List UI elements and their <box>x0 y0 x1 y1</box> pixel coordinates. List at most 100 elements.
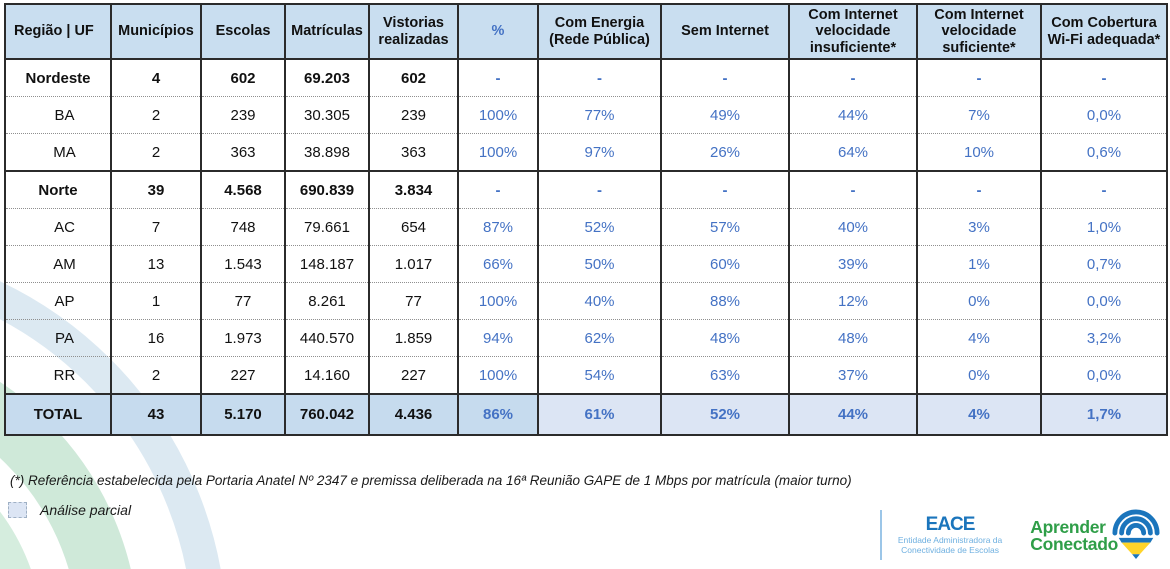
aprender-logo-line1: Aprender <box>1030 517 1106 537</box>
table-cell: - <box>537 58 662 97</box>
table-header: Região | UF Municípios Escolas Matrículas Vi… <box>4 3 1168 60</box>
table-cell: 100% <box>457 282 539 320</box>
table-row-MA: MA 2 363 38.898 363 100% 97% 26% 64% 10% 0,6% <box>4 133 1168 171</box>
table-cell: 5.170 <box>200 393 286 435</box>
eace-logo: EACE Entidade Administradora da Conectiv… <box>879 510 1003 560</box>
table-cell: 100% <box>457 96 539 134</box>
partial-analysis-legend: Análise parcial <box>8 502 131 518</box>
row-label: PA <box>4 319 112 357</box>
column-header-10: Com Internet velocidade suficiente* <box>916 3 1042 60</box>
total-row: TOTAL 43 5.170 760.042 4.436 86% 61% 52% 44% 4% 1,… <box>4 393 1168 435</box>
table-cell: 38.898 <box>284 133 370 171</box>
table-cell: 239 <box>368 96 459 134</box>
table-cell: 0% <box>916 282 1042 320</box>
partial-analysis-swatch <box>8 502 27 518</box>
table-cell: 44% <box>788 393 918 435</box>
table-cell: 57% <box>660 208 790 246</box>
table-cell: 1.973 <box>200 319 286 357</box>
table-cell: 0,0% <box>1040 96 1168 134</box>
table-cell: 48% <box>660 319 790 357</box>
column-header-2: Municípios <box>110 3 202 60</box>
row-label: Norte <box>4 170 112 209</box>
table-cell: 100% <box>457 133 539 171</box>
column-header-5: Vistorias realizadas <box>368 3 459 60</box>
aprender-conectado-logo: Aprender Conectado <box>1030 507 1160 563</box>
table-cell: 48% <box>788 319 918 357</box>
table-cell: 26% <box>660 133 790 171</box>
table-cell: 2 <box>110 356 202 394</box>
table-cell: 97% <box>537 133 662 171</box>
column-header-9: Com Internet velocidade insuficiente* <box>788 3 918 60</box>
eace-tagline-line1: Entidade Administradora da <box>897 534 1003 545</box>
table-cell: 4.568 <box>200 170 286 209</box>
table-cell: 0,7% <box>1040 245 1168 283</box>
row-label: AM <box>4 245 112 283</box>
table-cell: 1,7% <box>1040 393 1168 435</box>
table-cell: - <box>660 170 790 209</box>
table-cell: 61% <box>537 393 662 435</box>
table-cell: 77 <box>200 282 286 320</box>
table-cell: 40% <box>537 282 662 320</box>
table-cell: 2 <box>110 96 202 134</box>
table-cell: - <box>457 170 539 209</box>
column-header-1: Região | UF <box>4 3 112 60</box>
aprender-logo-line2: Conectado <box>1030 533 1118 554</box>
table-cell: 602 <box>200 58 286 97</box>
table-cell: 40% <box>788 208 918 246</box>
row-label: AC <box>4 208 112 246</box>
table-cell: 13 <box>110 245 202 283</box>
footnote: (*) Referência estabelecida pela Portari… <box>10 473 852 488</box>
table-cell: - <box>1040 58 1168 97</box>
table-cell: 363 <box>200 133 286 171</box>
table-row-AC: AC 7 748 79.661 654 87% 52% 57% 40% 3% 1,0% <box>4 208 1168 246</box>
table-cell: 10% <box>916 133 1042 171</box>
column-header-4: Matrículas <box>284 3 370 60</box>
table-row-PA: PA 16 1.973 440.570 1.859 94% 62% 48% 48% 4% 3,2% <box>4 319 1168 357</box>
table-cell: 77 <box>368 282 459 320</box>
table-cell: 3,2% <box>1040 319 1168 357</box>
eace-logo-name: EACE <box>925 513 976 535</box>
table-cell: 4.436 <box>368 393 459 435</box>
table-cell: 100% <box>457 356 539 394</box>
table-cell: 8.261 <box>284 282 370 320</box>
table-cell: 7 <box>110 208 202 246</box>
table-cell: 0,6% <box>1040 133 1168 171</box>
table-cell: 0,0% <box>1040 282 1168 320</box>
table-cell: 4% <box>916 393 1042 435</box>
wifi-pencil-icon <box>1112 509 1160 559</box>
table-cell: 50% <box>537 245 662 283</box>
table-cell: 49% <box>660 96 790 134</box>
table-cell: 2 <box>110 133 202 171</box>
table-row-RR: RR 2 227 14.160 227 100% 54% 63% 37% 0% 0,0% <box>4 356 1168 394</box>
row-label: AP <box>4 282 112 320</box>
table-cell: 1,0% <box>1040 208 1168 246</box>
table-cell: 77% <box>537 96 662 134</box>
table-cell: 4 <box>110 58 202 97</box>
table-cell: 52% <box>660 393 790 435</box>
row-label: TOTAL <box>4 393 112 435</box>
table-row-AM: AM 13 1.543 148.187 1.017 66% 50% 60% 39% 1% 0,7% <box>4 245 1168 283</box>
table-cell: 3% <box>916 208 1042 246</box>
table-cell: - <box>788 58 918 97</box>
table-cell: 14.160 <box>284 356 370 394</box>
table-cell: 79.661 <box>284 208 370 246</box>
table-row-AP: AP 1 77 8.261 77 100% 40% 88% 12% 0% 0,0% <box>4 282 1168 320</box>
table-cell: 7% <box>916 96 1042 134</box>
table-cell: 602 <box>368 58 459 97</box>
table-cell: - <box>537 170 662 209</box>
table-cell: 0% <box>916 356 1042 394</box>
column-header-8: Sem Internet <box>660 3 790 60</box>
table-cell: 30.305 <box>284 96 370 134</box>
legend-label: Análise parcial <box>40 502 132 518</box>
eace-logo-text: EACE Entidade Administradora da Conectiv… <box>897 513 1003 555</box>
header-row: Região | UF Municípios Escolas Matrículas Vi… <box>4 3 1168 60</box>
table-cell: 64% <box>788 133 918 171</box>
row-label: MA <box>4 133 112 171</box>
table-cell: 3.834 <box>368 170 459 209</box>
row-label: BA <box>4 96 112 134</box>
table-cell: 12% <box>788 282 918 320</box>
table-cell: 62% <box>537 319 662 357</box>
table-cell: 44% <box>788 96 918 134</box>
aprender-logo-text: Aprender Conectado <box>1030 517 1118 554</box>
table-row-Norte: Norte 39 4.568 690.839 3.834- - - - - - <box>4 170 1168 209</box>
